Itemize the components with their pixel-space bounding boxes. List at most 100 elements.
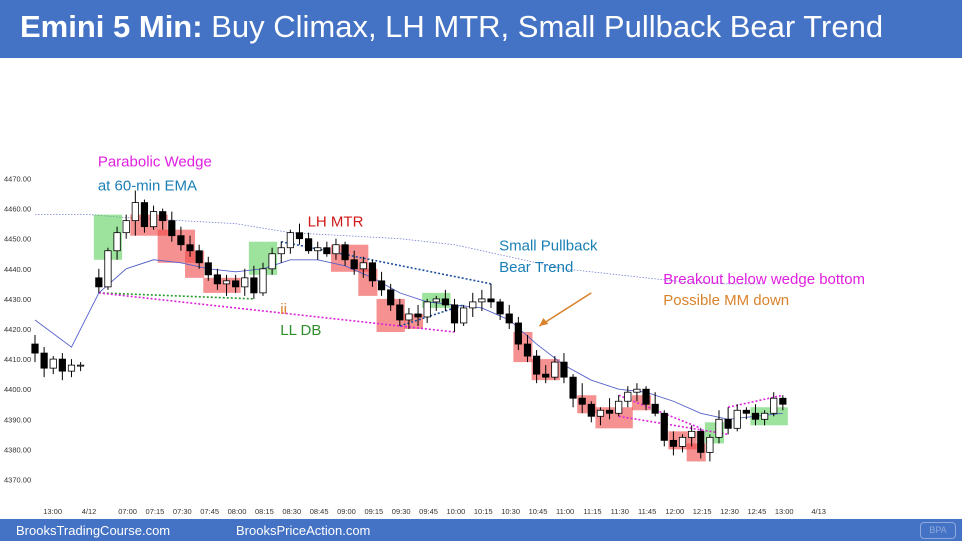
candle — [761, 410, 769, 426]
title-bar: Emini 5 Min: Buy Climax, LH MTR, Small P… — [0, 0, 962, 58]
candle — [104, 247, 112, 290]
bear-candle-body — [605, 409, 614, 414]
candle — [669, 431, 678, 456]
x-tick-label: 09:30 — [392, 507, 411, 516]
candle — [469, 292, 477, 317]
candle — [751, 404, 760, 426]
bear-candle-body — [441, 298, 450, 306]
footer-site-right[interactable]: BrooksPriceAction.com — [236, 523, 371, 538]
candle — [31, 335, 39, 363]
candle — [496, 298, 504, 320]
double-bottom-line — [98, 292, 254, 300]
bear-candle-body — [31, 343, 39, 354]
page-title: Emini 5 Min: Buy Climax, LH MTR, Small P… — [20, 9, 883, 45]
title-rest: Buy Climax, LH MTR, Small Pullback Bear … — [202, 9, 884, 44]
bear-candle-body — [40, 352, 48, 369]
bear-candle-body — [368, 262, 377, 282]
annotation-text: Possible MM down — [663, 292, 789, 309]
bear-candle-body — [295, 232, 304, 240]
x-tick-label: 10:15 — [474, 507, 493, 516]
candle — [350, 250, 358, 275]
bull-candle-body — [469, 301, 477, 309]
ema-60min-line — [35, 214, 765, 285]
bull-candle-body — [706, 436, 714, 453]
candle — [660, 410, 668, 447]
bear-candle-body — [779, 397, 787, 405]
bear-candle-body — [140, 202, 149, 228]
y-axis: 4470.00 4460.00 4450.00 4440.00 4430.00 4420.… — [4, 175, 31, 485]
x-tick-label: 4/12 — [82, 507, 97, 516]
candle — [505, 304, 513, 329]
annotation-text: LH MTR — [308, 214, 364, 231]
candle — [368, 259, 377, 287]
bull-candle-body — [761, 412, 769, 420]
candle — [733, 404, 741, 432]
wedge2-top-line — [618, 394, 702, 430]
ema-line — [34, 259, 783, 420]
candle — [341, 241, 349, 266]
candle — [250, 265, 258, 299]
bull-candle-body — [113, 232, 121, 252]
candle — [770, 392, 778, 417]
x-tick-label: 08:30 — [282, 507, 301, 516]
candle — [615, 395, 623, 417]
candle — [295, 223, 304, 245]
bull-candle-body — [405, 313, 413, 321]
x-tick-label: 09:45 — [419, 507, 438, 516]
callout-arrow-line — [538, 292, 592, 327]
bull-candle-body — [478, 298, 486, 303]
bear-candle-body — [95, 277, 103, 288]
bull-candle-body — [624, 391, 632, 402]
bear-candle-body — [304, 238, 313, 252]
candle — [286, 229, 294, 254]
candle — [569, 374, 577, 408]
x-tick-label: 08:45 — [310, 507, 329, 516]
candle — [624, 386, 632, 408]
y-tick-label: 4380.00 — [4, 445, 31, 454]
candle — [259, 262, 267, 296]
candle — [58, 353, 66, 381]
bull-candle-body — [688, 430, 696, 438]
candle — [113, 226, 121, 260]
candle — [441, 289, 450, 311]
candle — [578, 383, 586, 414]
y-tick-label: 4460.00 — [4, 205, 31, 214]
bull-candle-body — [596, 409, 605, 417]
candle — [241, 268, 249, 296]
bear-candle-body — [505, 313, 513, 324]
x-tick-label: 10:45 — [529, 507, 548, 516]
bull-candle-body — [77, 364, 85, 367]
bull-candle-body — [770, 397, 778, 414]
candle — [332, 238, 340, 260]
bull-candle-body — [678, 436, 687, 447]
candle — [742, 407, 750, 420]
x-tick-label: 4/13 — [811, 507, 826, 516]
y-tick-label: 4420.00 — [4, 325, 31, 334]
candle — [706, 434, 714, 462]
candle — [542, 365, 550, 384]
footer-site-left[interactable]: BrooksTradingCourse.com — [16, 523, 171, 538]
bear-candle-body — [514, 322, 522, 345]
bear-candle-body — [213, 274, 221, 285]
x-tick-label: 09:00 — [337, 507, 356, 516]
y-tick-label: 4410.00 — [4, 355, 31, 364]
channel-top-line — [281, 240, 492, 285]
bear-candle-body — [450, 304, 459, 324]
candle — [560, 353, 568, 384]
bear-candle-body — [350, 259, 358, 270]
candle — [95, 268, 103, 293]
bull-candle-body — [222, 280, 231, 285]
bull-candle-body — [49, 358, 57, 369]
candle — [359, 256, 367, 278]
candle — [204, 256, 212, 281]
bear-candle-body — [542, 373, 550, 378]
bpa-logo-icon: BPA — [920, 522, 956, 539]
bear-candle-body — [195, 250, 203, 264]
candle — [377, 271, 386, 296]
x-tick-label: 11:00 — [556, 507, 574, 516]
annotation-text: Bear Trend — [499, 259, 573, 276]
bull-candle-body — [432, 298, 440, 303]
candle — [697, 428, 705, 459]
y-tick-label: 4450.00 — [4, 235, 31, 244]
bear-candle-body — [186, 244, 194, 252]
